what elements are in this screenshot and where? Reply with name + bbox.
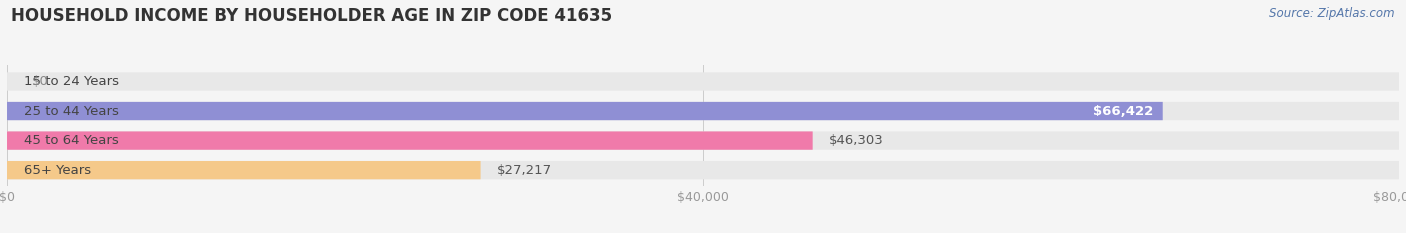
FancyBboxPatch shape (7, 102, 1399, 120)
Text: $0: $0 (32, 75, 49, 88)
FancyBboxPatch shape (7, 102, 1163, 120)
FancyBboxPatch shape (7, 72, 1399, 91)
Text: 15 to 24 Years: 15 to 24 Years (24, 75, 120, 88)
FancyBboxPatch shape (7, 131, 813, 150)
FancyBboxPatch shape (7, 161, 481, 179)
Text: $46,303: $46,303 (830, 134, 884, 147)
Text: $66,422: $66,422 (1092, 105, 1153, 117)
Text: HOUSEHOLD INCOME BY HOUSEHOLDER AGE IN ZIP CODE 41635: HOUSEHOLD INCOME BY HOUSEHOLDER AGE IN Z… (11, 7, 613, 25)
FancyBboxPatch shape (7, 131, 1399, 150)
Text: $27,217: $27,217 (498, 164, 553, 177)
FancyBboxPatch shape (7, 161, 1399, 179)
Text: 25 to 44 Years: 25 to 44 Years (24, 105, 120, 117)
Text: 45 to 64 Years: 45 to 64 Years (24, 134, 120, 147)
Text: 65+ Years: 65+ Years (24, 164, 91, 177)
Text: Source: ZipAtlas.com: Source: ZipAtlas.com (1270, 7, 1395, 20)
